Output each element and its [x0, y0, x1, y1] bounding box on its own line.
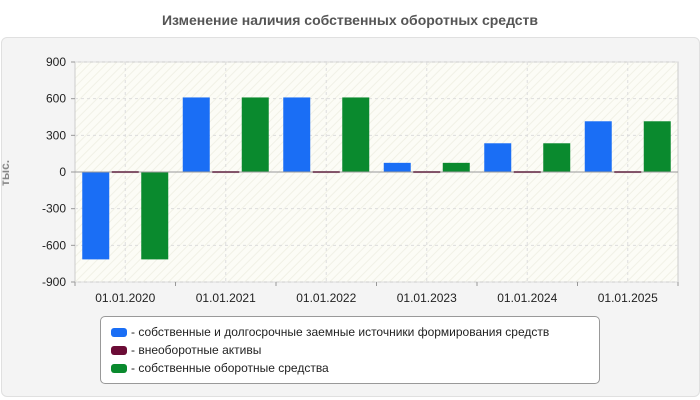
bar-working-capital [543, 143, 571, 172]
y-tick-label: -900 [42, 275, 66, 289]
y-tick-label: -600 [42, 238, 66, 252]
bar-sources [283, 97, 311, 172]
legend: - собственные и долгосрочные заемные ист… [100, 316, 600, 384]
bar-sources [182, 97, 210, 172]
bar-sources [383, 162, 411, 172]
y-tick-label: 300 [46, 128, 66, 142]
bar-sources [484, 143, 512, 172]
legend-item-sources: - собственные и долгосрочные заемные ист… [111, 323, 549, 341]
x-tick-label: 01.01.2020 [95, 291, 155, 305]
legend-swatch-noncurrent-assets [111, 345, 127, 355]
y-tick-label: 900 [46, 55, 66, 69]
y-axis-label: тыс. [0, 159, 12, 186]
legend-swatch-working-capital [111, 363, 127, 373]
x-tick-label: 01.01.2025 [598, 291, 658, 305]
bar-working-capital [442, 162, 470, 172]
y-tick-label: 0 [59, 165, 66, 179]
x-tick-label: 01.01.2024 [497, 291, 557, 305]
bar-sources [82, 172, 110, 260]
bar-working-capital [141, 172, 169, 260]
x-tick-label: 01.01.2023 [397, 291, 457, 305]
bar-working-capital [241, 97, 269, 172]
legend-label-sources: - собственные и долгосрочные заемные ист… [131, 325, 550, 339]
bar-sources [584, 121, 612, 172]
x-tick-label: 01.01.2021 [196, 291, 256, 305]
legend-label-noncurrent-assets: - внеоборотные активы [131, 343, 262, 357]
x-axis: 01.01.2020 01.01.2021 01.01.2022 01.01.2023… [74, 282, 679, 305]
bars [82, 97, 671, 260]
legend-label-working-capital: - собственные оборотные средства [131, 361, 329, 375]
bar-working-capital [643, 121, 671, 172]
bar-working-capital [342, 97, 370, 172]
y-tick-label: -300 [42, 202, 66, 216]
legend-swatch-sources [111, 327, 127, 337]
x-tick-label: 01.01.2022 [296, 291, 356, 305]
legend-item-noncurrent-assets: - внеоборотные активы [111, 341, 261, 359]
legend-item-working-capital: - собственные оборотные средства [111, 359, 329, 377]
chart-title: Изменение наличия собственных оборотных … [161, 12, 539, 28]
y-axis: 900 600 300 0 -300 -600 -900 [42, 55, 75, 289]
y-tick-label: 600 [46, 92, 66, 106]
